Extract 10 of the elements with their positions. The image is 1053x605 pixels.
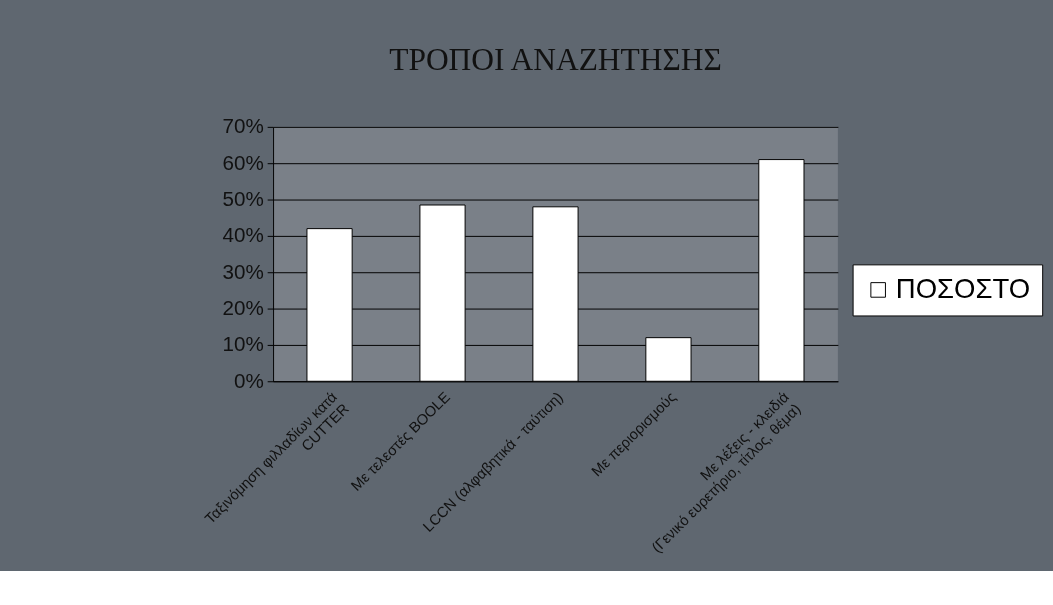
y-tick-label: 60% — [222, 150, 264, 174]
y-tick-label: 0% — [233, 368, 264, 392]
y-tick-label: 30% — [222, 259, 264, 283]
y-tick-label: 50% — [222, 186, 264, 210]
y-tick-label: 70% — [222, 114, 264, 138]
legend-label: ΠΟΣΟΣΤΟ — [895, 272, 1031, 304]
y-tick-label: 20% — [222, 295, 264, 319]
y-tick-label: 40% — [222, 223, 264, 247]
y-tick-label: 10% — [222, 332, 264, 356]
chart-title: ΤΡΟΠΟΙ ΑΝΑΖΗΤΗΣΗΣ — [389, 41, 722, 77]
